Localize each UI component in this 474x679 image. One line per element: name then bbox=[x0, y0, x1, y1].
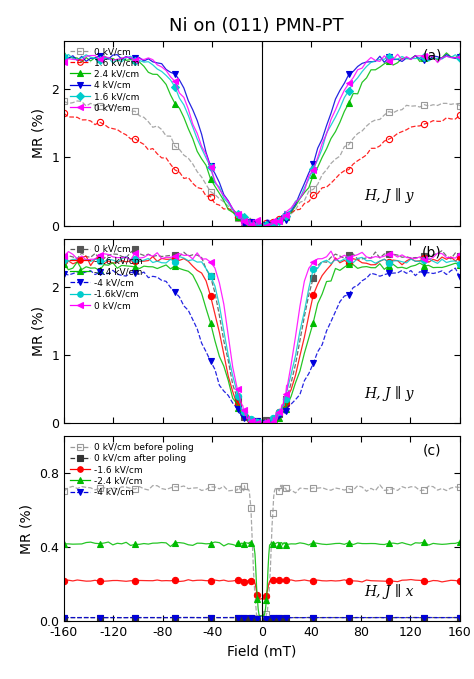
Text: H, J ∥ y: H, J ∥ y bbox=[364, 386, 413, 401]
Legend: 0 kV/cm, 1.6 kV/cm, 2.4 kV/cm, 4 kV/cm, 1.6 kV/cm, 0 kV/cm: 0 kV/cm, 1.6 kV/cm, 2.4 kV/cm, 4 kV/cm, … bbox=[69, 45, 141, 114]
X-axis label: Field (mT): Field (mT) bbox=[227, 644, 297, 659]
Text: (b): (b) bbox=[422, 246, 442, 260]
Text: (a): (a) bbox=[422, 48, 442, 62]
Legend: 0 kV/cm, -1.6 kV/cm, -2.4 kV/cm, -4 kV/cm, -1.6kV/cm, 0 kV/cm: 0 kV/cm, -1.6 kV/cm, -2.4 kV/cm, -4 kV/c… bbox=[69, 243, 144, 312]
Text: Ni on (011) PMN-PT: Ni on (011) PMN-PT bbox=[169, 17, 343, 35]
Text: (c): (c) bbox=[423, 444, 441, 458]
Y-axis label: MR (%): MR (%) bbox=[32, 108, 46, 158]
Y-axis label: MR (%): MR (%) bbox=[32, 306, 46, 356]
Y-axis label: MR (%): MR (%) bbox=[19, 504, 34, 554]
Text: H, J ∥ x: H, J ∥ x bbox=[364, 584, 413, 599]
Legend: 0 kV/cm before poling, 0 kV/cm after poling, -1.6 kV/cm, -2.4 kV/cm, -4 kV/cm: 0 kV/cm before poling, 0 kV/cm after pol… bbox=[69, 441, 195, 498]
Text: H, J ∥ y: H, J ∥ y bbox=[364, 189, 413, 204]
